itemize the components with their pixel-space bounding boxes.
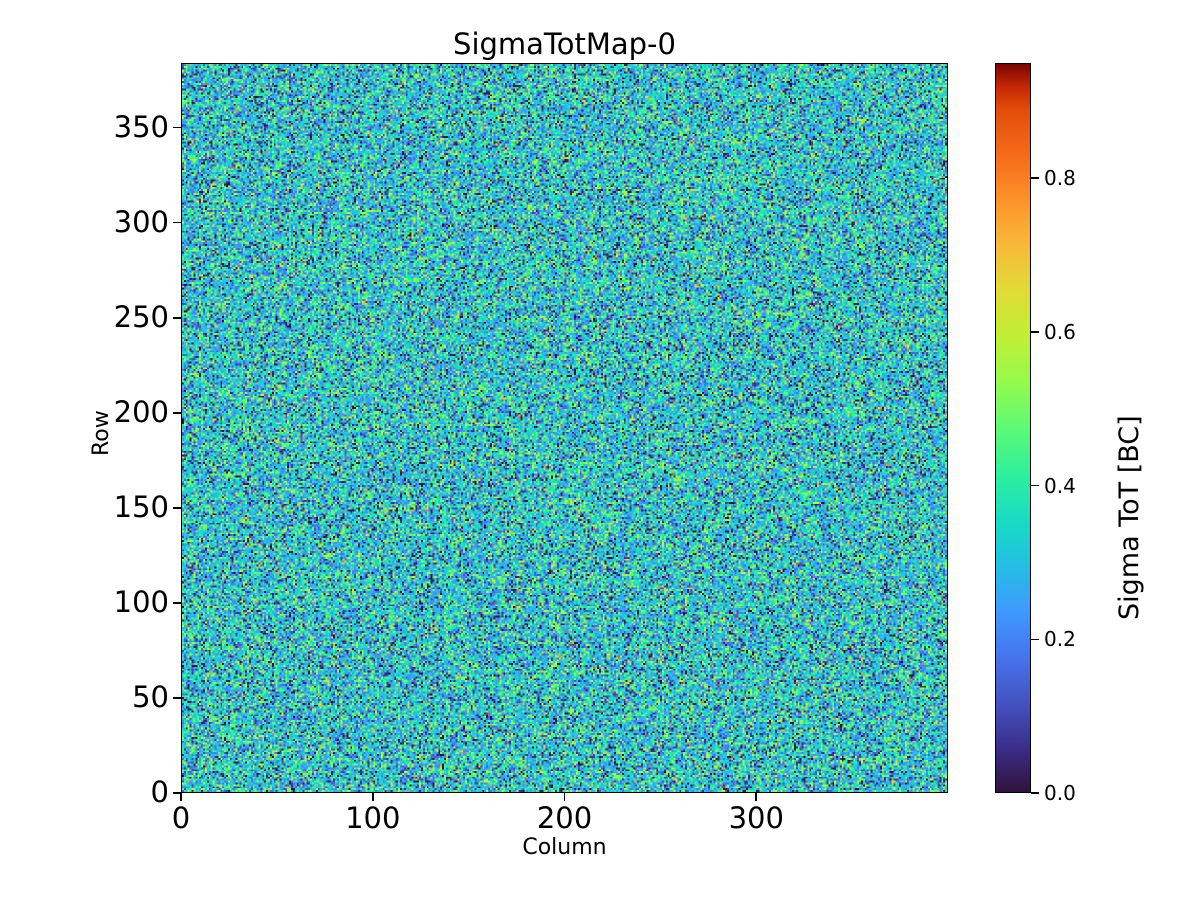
y-tick-mark (173, 316, 181, 319)
colorbar-tick-label: 0.0 (1044, 781, 1076, 805)
y-tick-label: 150 (113, 489, 169, 524)
colorbar-tick-label: 0.8 (1044, 166, 1076, 191)
x-tick-mark (755, 793, 758, 801)
colorbar-tick-label: 0.4 (1044, 473, 1076, 498)
y-tick-mark (173, 602, 181, 604)
colorbar-tick-mark (1031, 792, 1039, 794)
y-tick-label: 100 (113, 584, 169, 619)
colorbar-tick-mark (1031, 331, 1039, 333)
y-tick-label: 50 (132, 679, 169, 714)
y-tick-label: 300 (113, 204, 169, 239)
x-tick-label: 100 (345, 801, 401, 835)
page-title: SigmaTotMap-0 (453, 27, 676, 61)
heatmap-axes[interactable] (181, 63, 948, 793)
y-tick-mark (173, 507, 181, 509)
x-tick-mark (371, 793, 374, 801)
colorbar-tick-label: 0.6 (1044, 319, 1076, 344)
colorbar[interactable] (995, 63, 1031, 793)
colorbar-gradient (996, 64, 1030, 792)
colorbar-label: Sigma ToT [BC] (1114, 415, 1145, 620)
y-tick-mark (173, 411, 181, 414)
y-tick-label: 250 (113, 299, 169, 334)
x-tick-mark (180, 793, 182, 801)
y-tick-label: 0 (150, 775, 169, 809)
x-tick-label: 300 (728, 801, 784, 835)
y-tick-mark (173, 221, 181, 224)
y-tick-mark (173, 697, 181, 699)
y-tick-label: 200 (113, 394, 169, 429)
x-axis-label: Column (522, 835, 607, 860)
colorbar-tick-label: 0.2 (1044, 627, 1076, 652)
colorbar-tick-mark (1031, 177, 1039, 180)
x-tick-label: 0 (171, 801, 191, 835)
y-tick-mark (173, 126, 181, 129)
colorbar-tick-mark (1031, 484, 1039, 487)
y-axis-label: Row (89, 410, 114, 456)
colorbar-tick-mark (1031, 638, 1039, 641)
x-tick-label: 200 (536, 801, 593, 835)
x-tick-mark (563, 793, 566, 801)
heatmap-image (182, 64, 947, 792)
y-tick-mark (173, 792, 181, 794)
y-tick-label: 350 (113, 109, 169, 144)
